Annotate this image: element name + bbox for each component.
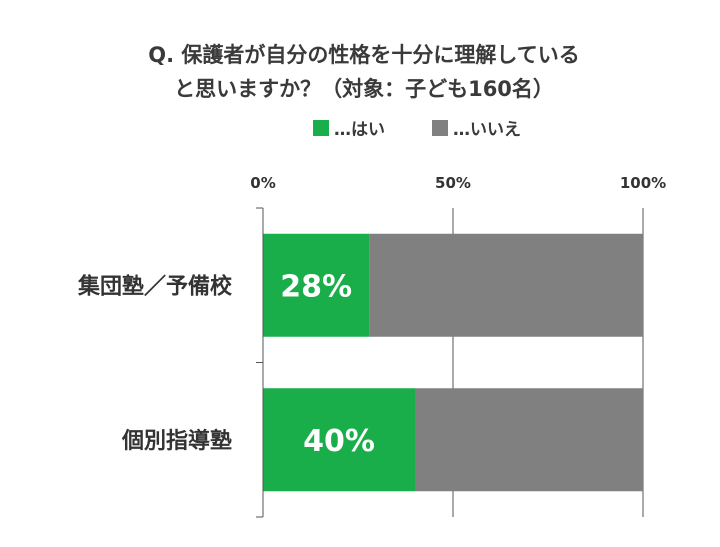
bar-no-0 xyxy=(369,233,643,337)
data-label-0: 28% xyxy=(280,269,352,304)
bars xyxy=(263,233,643,492)
data-label-1: 40% xyxy=(303,424,375,459)
category-label-1: 個別指導塾 xyxy=(121,428,232,454)
bar-yes-0 xyxy=(263,233,370,337)
bar-yes-1 xyxy=(263,388,415,492)
x-tick-label-50: 50% xyxy=(435,174,471,192)
chart-title-line-2: と思いますか？（対象：子ども160名） xyxy=(174,77,554,101)
x-tick-label-0: 0% xyxy=(250,174,275,192)
legend: …はい …いいえ xyxy=(313,120,521,140)
legend-label-yes: …はい xyxy=(334,120,385,140)
legend-swatch-yes xyxy=(313,120,329,136)
category-label-0: 集団塾／予備校 xyxy=(77,273,233,299)
x-axis-ticks: 0% 50% 100% xyxy=(250,174,666,192)
x-tick-label-100: 100% xyxy=(620,174,666,192)
data-labels: 28% 40% xyxy=(280,269,375,459)
chart-title-line-1: Q. 保護者が自分の性格を十分に理解している xyxy=(148,43,580,67)
bar-no-1 xyxy=(415,388,643,492)
legend-label-no: …いいえ xyxy=(453,120,521,140)
legend-swatch-no xyxy=(432,120,448,136)
y-axis xyxy=(256,207,264,518)
